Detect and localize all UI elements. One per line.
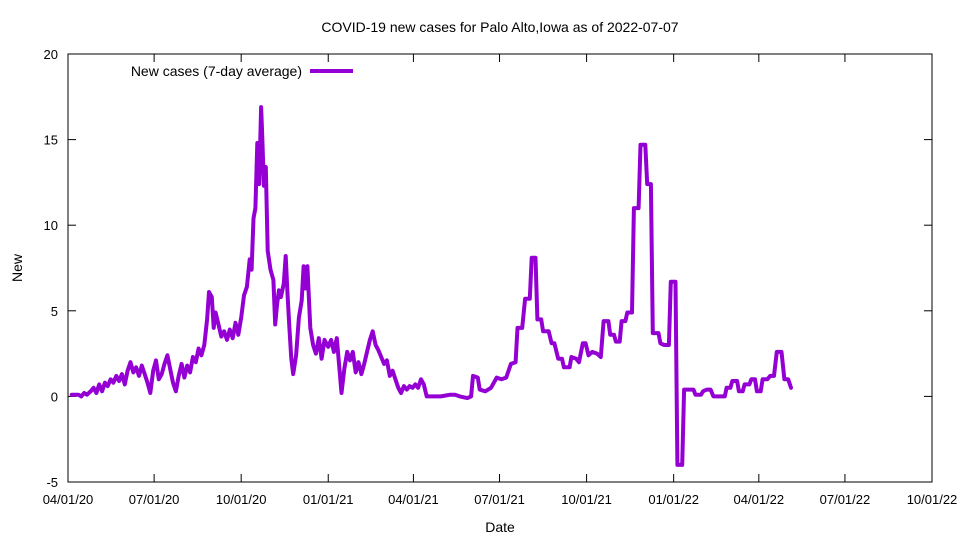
series-layer <box>69 105 793 467</box>
y-tick-label: 20 <box>44 47 58 62</box>
legend: New cases (7-day average) <box>131 63 353 79</box>
legend-label: New cases (7-day average) <box>131 63 302 79</box>
x-tick-label: 07/01/22 <box>820 492 871 507</box>
x-tick-label: 01/01/22 <box>648 492 699 507</box>
y-tick-label: 15 <box>44 133 58 148</box>
y-tick-label: 0 <box>51 389 58 404</box>
y-axis-label: New <box>9 253 25 282</box>
y-tick-label: 10 <box>44 218 58 233</box>
series-line <box>69 105 793 467</box>
x-tick-label: 10/01/20 <box>216 492 267 507</box>
y-axis: -5 0 5 10 15 20 <box>44 47 932 490</box>
x-tick-label: 04/01/20 <box>43 492 94 507</box>
plot-frame <box>67 53 933 483</box>
x-tick-label: 04/01/21 <box>388 492 439 507</box>
x-axis-label: Date <box>485 519 515 535</box>
x-axis: 04/01/20 07/01/20 10/01/20 01/01/21 04/01/21… <box>43 54 958 507</box>
chart-title: COVID-19 new cases for Palo Alto,Iowa as… <box>321 19 678 35</box>
x-tick-label: 10/01/22 <box>907 492 958 507</box>
x-tick-label: 07/01/20 <box>129 492 180 507</box>
x-tick-label: 07/01/21 <box>474 492 525 507</box>
x-tick-label: 10/01/21 <box>561 492 612 507</box>
x-tick-label: 04/01/22 <box>734 492 785 507</box>
y-tick-label: 5 <box>51 304 58 319</box>
x-tick-label: 01/01/21 <box>303 492 354 507</box>
y-tick-label: -5 <box>46 475 58 490</box>
